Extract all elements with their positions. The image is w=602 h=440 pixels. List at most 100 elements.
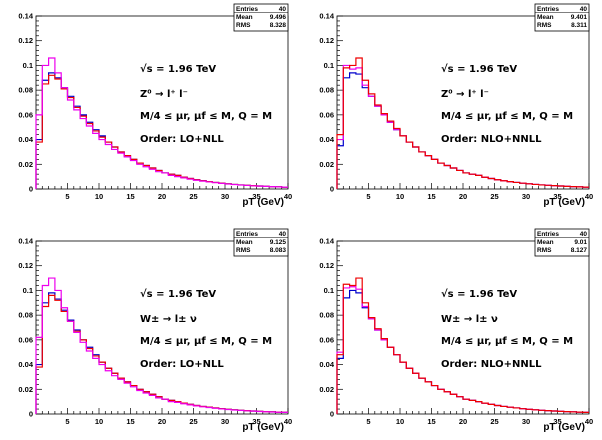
x-tick-label: 35 xyxy=(553,192,561,201)
histogram-series-nlo xyxy=(336,57,589,189)
plot-annotation: M/4 ≤ μr, μf ≤ M, Q = M xyxy=(140,111,272,122)
stats-value: 9.401 xyxy=(571,14,588,21)
stats-box xyxy=(233,228,289,257)
y-tick-label: 0 xyxy=(330,185,334,194)
histogram-series-resum xyxy=(336,286,589,414)
y-tick-label: 0.06 xyxy=(319,110,334,119)
stats-value: 40 xyxy=(580,231,588,238)
x-tick-label: 10 xyxy=(95,192,103,201)
plot-annotation: √s = 1.96 TeV xyxy=(140,63,216,75)
plot-annotation: Z⁰ → l⁺ l⁻ xyxy=(441,89,489,100)
x-tick-label: 20 xyxy=(158,192,166,201)
histogram-series-resum xyxy=(35,57,288,189)
x-tick-label: 40 xyxy=(284,417,292,426)
x-tick-label: 5 xyxy=(366,417,370,426)
x-tick-label: 5 xyxy=(65,192,69,201)
y-tick-label: 0.1 xyxy=(23,61,33,70)
x-tick-label: 10 xyxy=(396,417,404,426)
plot-annotation: Order: NLO+NNLL xyxy=(441,134,542,145)
y-tick-label: 0.06 xyxy=(18,110,33,119)
stats-value: 8.311 xyxy=(571,22,587,29)
x-axis-title: pT (GeV) xyxy=(543,422,585,433)
plot-annotation: Z⁰ → l⁺ l⁻ xyxy=(140,89,188,100)
y-tick-label: 0.04 xyxy=(18,135,33,144)
chart-svg: 0 0.02 0.04 0.06 0.08 0.1 0.12 0.14 5 10 15 20 25 30 3… xyxy=(18,3,292,208)
x-tick-label: 30 xyxy=(522,417,530,426)
plot-annotation: M/4 ≤ μr, μf ≤ M, Q = M xyxy=(441,336,573,347)
stats-value: 8.083 xyxy=(270,247,287,254)
x-axis-title: pT (GeV) xyxy=(242,422,284,433)
plot-annotation: W± → l± ν xyxy=(140,314,197,325)
y-tick-label: 0.14 xyxy=(18,237,33,246)
x-tick-label: 25 xyxy=(490,192,498,201)
y-tick-label: 0.12 xyxy=(18,261,33,270)
histogram-series-lo xyxy=(336,289,589,414)
x-tick-label: 15 xyxy=(427,417,435,426)
chart-svg: 0 0.02 0.04 0.06 0.08 0.1 0.12 0.14 5 10 15 20 25 30 3… xyxy=(319,3,593,208)
y-tick-label: 0.14 xyxy=(18,12,33,21)
stats-label: Mean xyxy=(236,14,253,21)
chart-svg: 0 0.02 0.04 0.06 0.08 0.1 0.12 0.14 5 10 15 20 25 30 3… xyxy=(319,228,593,433)
y-tick-label: 0.14 xyxy=(319,237,334,246)
x-tick-label: 15 xyxy=(427,192,435,201)
stats-label: Mean xyxy=(537,239,554,246)
plot-annotation: M/4 ≤ μr, μf ≤ M, Q = M xyxy=(441,111,573,122)
y-tick-label: 0.04 xyxy=(319,360,334,369)
stats-value: 8.328 xyxy=(270,22,287,29)
stats-label: Entries xyxy=(537,6,559,13)
x-tick-label: 5 xyxy=(366,192,370,201)
plot-panel-w-nlo-nnll: 0 0.02 0.04 0.06 0.08 0.1 0.12 0.14 5 10 15 20 25 30 3… xyxy=(301,225,602,440)
stats-box xyxy=(534,3,590,32)
y-tick-label: 0 xyxy=(29,410,33,419)
x-tick-label: 10 xyxy=(396,192,404,201)
y-tick-label: 0.1 xyxy=(23,286,33,295)
stats-box xyxy=(534,228,590,257)
y-tick-label: 0.12 xyxy=(319,261,334,270)
x-tick-label: 30 xyxy=(221,192,229,201)
y-tick-label: 0.02 xyxy=(319,160,334,169)
y-tick-label: 0.02 xyxy=(18,385,33,394)
stats-value: 40 xyxy=(279,231,287,238)
histogram-series-lo xyxy=(35,292,288,414)
x-tick-label: 35 xyxy=(553,417,561,426)
x-tick-label: 35 xyxy=(252,417,260,426)
stats-value: 9.01 xyxy=(574,239,587,246)
stats-value: 9.125 xyxy=(270,239,287,246)
stats-label: RMS xyxy=(537,22,552,29)
y-tick-label: 0.04 xyxy=(18,360,33,369)
x-tick-label: 25 xyxy=(189,192,197,201)
y-tick-label: 0.08 xyxy=(319,86,334,95)
plot-annotation: M/4 ≤ μr, μf ≤ M, Q = M xyxy=(140,336,272,347)
y-tick-label: 0.06 xyxy=(18,335,33,344)
x-tick-label: 15 xyxy=(126,417,134,426)
y-tick-label: 0.12 xyxy=(319,36,334,45)
y-tick-label: 0.08 xyxy=(18,311,33,320)
x-tick-label: 5 xyxy=(65,417,69,426)
chart-svg: 0 0.02 0.04 0.06 0.08 0.1 0.12 0.14 5 10 15 20 25 30 3… xyxy=(18,228,292,433)
plot-annotation: √s = 1.96 TeV xyxy=(441,288,517,300)
x-tick-label: 30 xyxy=(522,192,530,201)
y-tick-label: 0.14 xyxy=(319,12,334,21)
plot-panel-w-lo-nll: 0 0.02 0.04 0.06 0.08 0.1 0.12 0.14 5 10 15 20 25 30 3… xyxy=(0,225,300,440)
plot-annotation: Order: LO+NLL xyxy=(140,359,224,370)
x-tick-label: 30 xyxy=(221,417,229,426)
y-tick-label: 0.1 xyxy=(324,286,334,295)
x-tick-label: 40 xyxy=(585,417,593,426)
stats-value: 40 xyxy=(580,6,588,13)
x-tick-label: 15 xyxy=(126,192,134,201)
plot-annotation: W± → l± ν xyxy=(441,314,498,325)
plot-panel-z-lo-nll: 0 0.02 0.04 0.06 0.08 0.1 0.12 0.14 5 10 15 20 25 30 3… xyxy=(0,0,300,215)
stats-label: Entries xyxy=(236,6,258,13)
x-tick-label: 10 xyxy=(95,417,103,426)
y-tick-label: 0.1 xyxy=(324,61,334,70)
x-tick-label: 40 xyxy=(585,192,593,201)
x-tick-label: 40 xyxy=(284,192,292,201)
y-tick-label: 0.08 xyxy=(18,86,33,95)
stats-label: RMS xyxy=(236,247,251,254)
y-tick-label: 0.12 xyxy=(18,36,33,45)
x-axis-title: pT (GeV) xyxy=(242,197,284,208)
stats-box xyxy=(233,3,289,32)
stats-value: 8.127 xyxy=(571,247,588,254)
stats-value: 40 xyxy=(279,6,287,13)
stats-label: Mean xyxy=(537,14,554,21)
